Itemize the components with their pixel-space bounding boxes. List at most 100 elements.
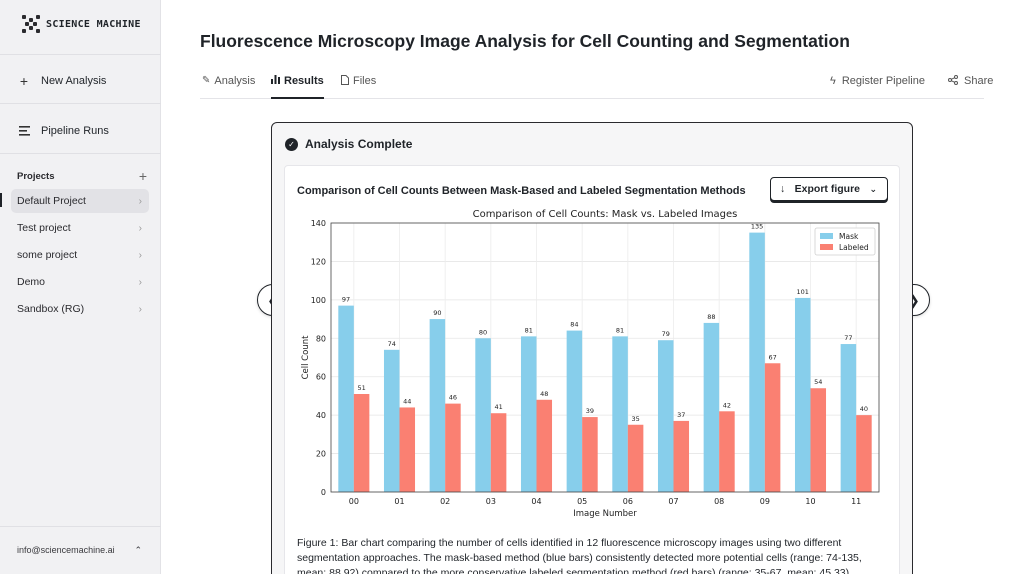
- status-header: ✓ Analysis Complete: [285, 137, 412, 151]
- mask-bar: [794, 297, 811, 492]
- labeled-bar: [627, 424, 644, 492]
- project-label: Test project: [17, 222, 71, 234]
- project-label: Demo: [17, 276, 46, 288]
- tab-results[interactable]: Results: [271, 75, 324, 99]
- bar-chart: Comparison of Cell Counts: Mask vs. Labe…: [301, 209, 880, 519]
- divider: [0, 526, 161, 527]
- mask-bar: [703, 322, 720, 492]
- chevron-right-icon: ❯: [908, 291, 920, 308]
- page-title: Fluorescence Microscopy Image Analysis f…: [200, 31, 850, 51]
- download-arrow-icon: ↓: [780, 183, 786, 195]
- export-figure-button[interactable]: ↓ Export figure ⌄: [770, 177, 888, 201]
- data-label: 67: [768, 353, 776, 361]
- plus-icon: +: [19, 73, 29, 89]
- y-tick-label: 140: [311, 219, 326, 228]
- mask-bar: [657, 340, 674, 492]
- add-project-icon[interactable]: +: [138, 168, 147, 184]
- data-label: 135: [751, 223, 763, 231]
- data-label: 80: [479, 328, 487, 336]
- labeled-bar: [764, 363, 781, 492]
- labeled-bar: [399, 407, 416, 492]
- logo[interactable]: SCIENCE MACHINE: [22, 15, 141, 33]
- mask-bar: [475, 338, 491, 492]
- sidebar-item-some-project[interactable]: some project ›: [11, 243, 149, 267]
- data-label: 46: [449, 394, 457, 402]
- x-tick-label: 11: [851, 497, 861, 506]
- x-tick-label: 09: [760, 497, 770, 506]
- y-tick-label: 60: [316, 373, 326, 382]
- legend-swatch: [820, 233, 833, 239]
- register-pipeline-button[interactable]: ϟ Register Pipeline: [830, 75, 925, 87]
- new-analysis-button[interactable]: + New Analysis: [18, 73, 107, 89]
- chevron-right-icon: ›: [138, 276, 142, 288]
- share-button[interactable]: Share: [948, 75, 993, 88]
- user-email: info@sciencemachine.ai: [17, 545, 115, 555]
- data-label: 48: [540, 390, 548, 398]
- check-circle-icon: ✓: [285, 137, 298, 151]
- mask-bar: [520, 336, 537, 492]
- labeled-bar: [719, 411, 735, 492]
- chevron-up-icon: ⌃: [134, 545, 142, 555]
- x-tick-label: 10: [805, 497, 815, 506]
- data-label: 51: [357, 384, 365, 392]
- x-tick-label: 07: [668, 497, 678, 506]
- sidebar-item-demo[interactable]: Demo ›: [11, 270, 149, 294]
- active-project-marker: [0, 193, 2, 207]
- projects-label: Projects: [17, 170, 55, 182]
- data-label: 90: [433, 309, 441, 317]
- y-tick-label: 120: [311, 257, 326, 266]
- export-label: Export figure: [794, 183, 861, 195]
- user-menu[interactable]: info@sciencemachine.ai ⌃: [17, 545, 142, 556]
- data-label: 97: [342, 296, 350, 304]
- sidebar-item-sandbox[interactable]: Sandbox (RG) ›: [11, 297, 149, 321]
- divider: [0, 54, 161, 55]
- plot-frame: [330, 222, 880, 493]
- x-tick-label: 05: [577, 497, 587, 506]
- data-label: 84: [570, 321, 578, 329]
- sidebar: SCIENCE MACHINE + New Analysis Pipeline …: [0, 0, 161, 574]
- projects-header: Projects +: [17, 169, 147, 183]
- labeled-bar: [856, 415, 872, 492]
- data-label: 77: [844, 334, 852, 342]
- x-axis-label: Image Number: [573, 509, 637, 519]
- x-tick-label: 03: [486, 497, 496, 506]
- sidebar-item-default-project[interactable]: Default Project ›: [11, 189, 149, 213]
- data-label: 40: [860, 405, 868, 413]
- x-tick-label: 08: [714, 497, 724, 506]
- labeled-bar: [810, 388, 827, 492]
- chevron-right-icon: ›: [138, 195, 142, 207]
- labeled-bar: [445, 403, 461, 492]
- data-label: 81: [616, 326, 624, 334]
- data-label: 41: [494, 403, 502, 411]
- pipeline-runs-button[interactable]: Pipeline Runs: [18, 123, 109, 139]
- tab-analysis[interactable]: ✎ Analysis: [202, 75, 255, 99]
- tab-label: Files: [353, 75, 377, 87]
- data-label: 39: [586, 407, 594, 415]
- figure-panel: Comparison of Cell Counts Between Mask-B…: [284, 165, 900, 574]
- y-axis-label: Cell Count: [301, 335, 311, 379]
- legend-swatch: [820, 244, 833, 250]
- main-content: Fluorescence Microscopy Image Analysis f…: [161, 0, 1024, 574]
- x-tick-label: 06: [623, 497, 633, 506]
- share-icon: [948, 75, 958, 88]
- bar-chart-icon: [271, 75, 280, 87]
- tab-label: Results: [284, 75, 324, 87]
- list-icon: [18, 123, 30, 139]
- labeled-bar: [353, 394, 370, 492]
- data-label: 42: [723, 401, 731, 409]
- mask-bar: [566, 330, 583, 492]
- divider: [0, 153, 161, 154]
- chevron-right-icon: ›: [138, 249, 142, 261]
- file-icon: [341, 75, 349, 88]
- data-label: 81: [525, 326, 533, 334]
- tab-label: Analysis: [214, 75, 256, 87]
- mask-bar: [429, 319, 446, 492]
- x-tick-label: 02: [440, 497, 450, 506]
- sidebar-item-test-project[interactable]: Test project ›: [11, 216, 149, 240]
- data-label: 101: [797, 288, 809, 296]
- mask-bar: [749, 232, 765, 492]
- legend-label: Mask: [839, 232, 859, 241]
- data-label: 37: [677, 411, 685, 419]
- tab-files[interactable]: Files: [341, 75, 376, 99]
